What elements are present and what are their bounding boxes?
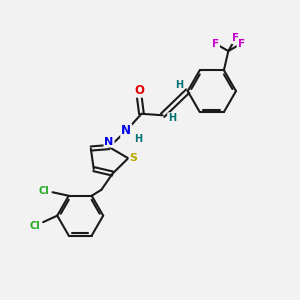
- Text: N: N: [121, 124, 131, 137]
- Text: Cl: Cl: [29, 221, 40, 231]
- Text: F: F: [212, 39, 219, 49]
- Text: Cl: Cl: [39, 186, 50, 196]
- Text: H: H: [168, 113, 176, 123]
- Text: S: S: [130, 153, 137, 163]
- Text: H: H: [134, 134, 142, 144]
- Text: N: N: [104, 137, 114, 147]
- Text: O: O: [134, 84, 144, 97]
- Text: F: F: [232, 33, 239, 43]
- Text: F: F: [238, 39, 244, 49]
- Text: H: H: [176, 80, 184, 90]
